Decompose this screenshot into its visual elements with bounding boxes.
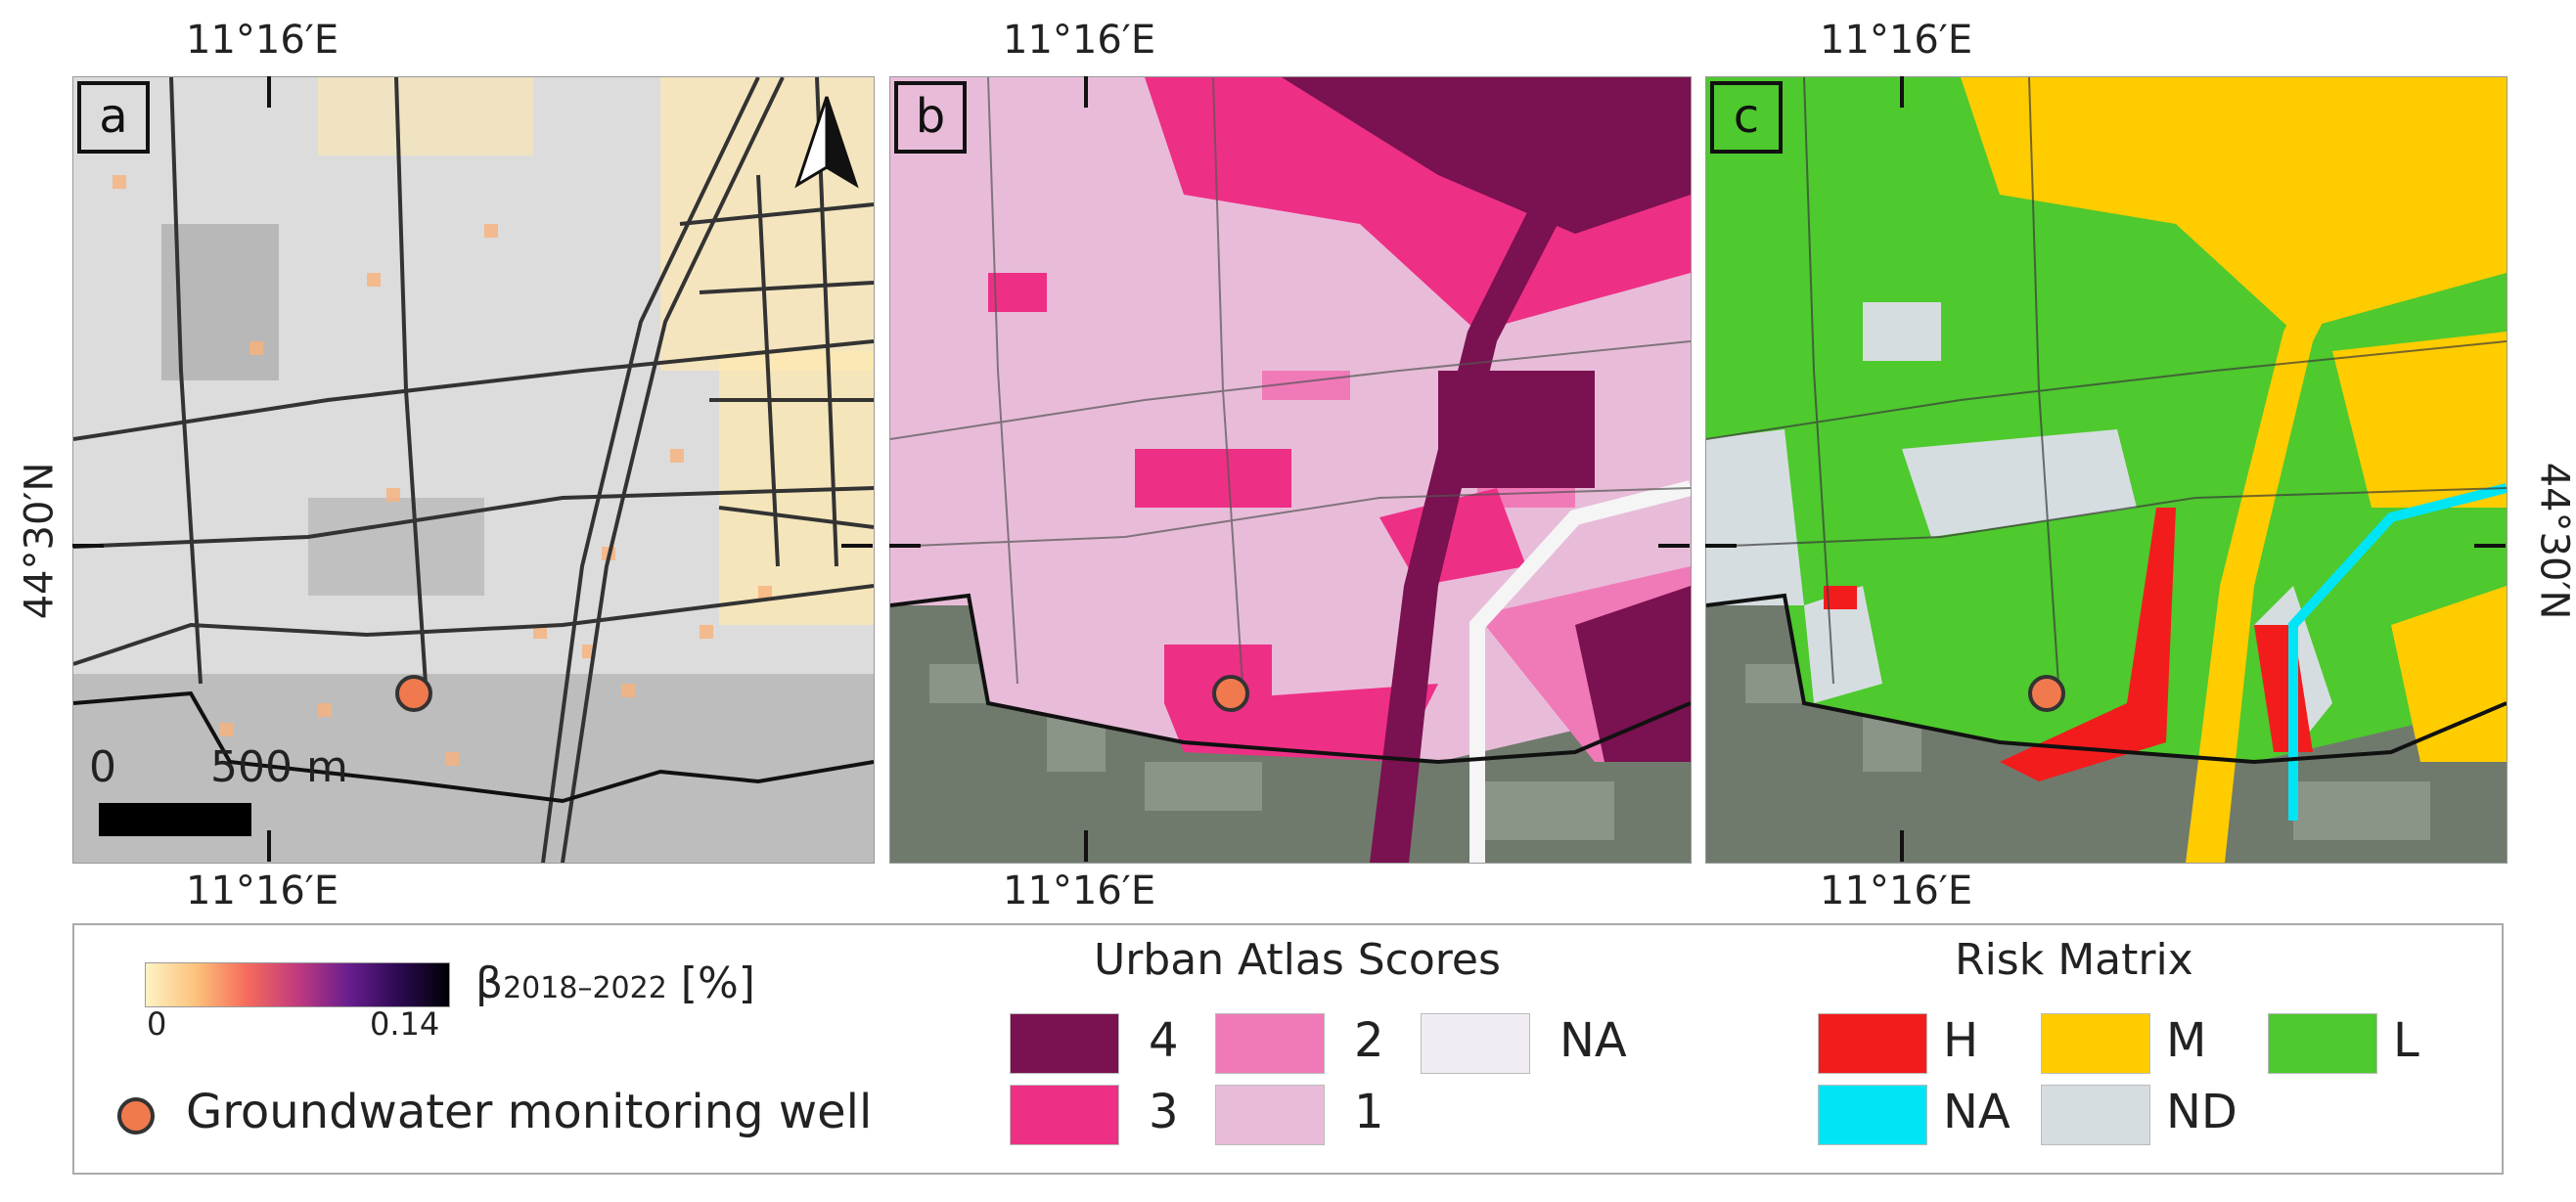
risk-swatch-m [2041, 1013, 2150, 1074]
scalebar-end-label: 500 m [210, 742, 348, 792]
risk-label-m: M [2166, 1013, 2207, 1068]
risk-swatch-nd [2041, 1085, 2150, 1145]
tick-bottom-a [267, 830, 271, 862]
scalebar-start-label: 0 [89, 742, 116, 792]
map-c-medium [1961, 77, 2507, 863]
ua-swatch-3 [1010, 1085, 1119, 1145]
lat-label-left: 44°30′N [17, 462, 63, 620]
panel-label-a: a [77, 81, 150, 154]
ua-label-4: 4 [1149, 1013, 1179, 1068]
groundwater-well-b [1212, 675, 1249, 712]
tick-top-b [1084, 76, 1088, 108]
risk-swatch-h [1818, 1013, 1927, 1074]
map-b-roads [890, 77, 1691, 685]
map-a-boundary [73, 690, 874, 804]
map-panel-a: a 0 500 m [72, 76, 875, 864]
beta-title: β2018–2022 [%] [475, 958, 755, 1008]
tick-left-b [889, 544, 921, 548]
map-b-score4 [1282, 77, 1691, 863]
tick-bottom-c [1900, 830, 1904, 862]
beta-min-label: 0 [147, 1005, 167, 1043]
urban-atlas-title: Urban Atlas Scores [1094, 935, 1501, 985]
map-a-roads [73, 77, 874, 863]
map-panel-b: b [889, 76, 1692, 864]
lon-label-top-a: 11°16′E [186, 18, 339, 63]
risk-label-h: H [1943, 1013, 1979, 1068]
map-c-na-river [2288, 483, 2507, 821]
tick-top-c [1900, 76, 1904, 108]
ua-swatch-1 [1215, 1085, 1325, 1145]
risk-label-na: NA [1943, 1085, 2011, 1139]
map-b-river [1469, 480, 1691, 863]
tick-left-a [72, 544, 104, 548]
tick-bottom-b [1084, 830, 1088, 862]
ua-label-1: 1 [1354, 1085, 1384, 1139]
tick-right-a [841, 544, 873, 548]
map-c-boundary [1706, 593, 2507, 765]
lon-label-top-b: 11°16′E [1003, 18, 1156, 63]
lon-label-bottom-b: 11°16′E [1003, 868, 1156, 913]
map-b-boundary [890, 593, 1691, 765]
ua-label-na: NA [1559, 1013, 1627, 1068]
lon-label-bottom-a: 11°16′E [186, 868, 339, 913]
tick-right-b [1658, 544, 1690, 548]
ua-label-3: 3 [1149, 1085, 1179, 1139]
tick-top-a [267, 76, 271, 108]
beta-symbol: β [475, 958, 504, 1008]
ua-swatch-na [1421, 1013, 1530, 1074]
risk-swatch-na [1818, 1085, 1927, 1145]
well-legend-label: Groundwater monitoring well [186, 1085, 873, 1139]
panel-label-c: c [1710, 81, 1783, 154]
beta-unit: [%] [680, 958, 755, 1008]
panel-label-b: b [894, 81, 967, 154]
beta-max-label: 0.14 [370, 1005, 440, 1043]
lon-label-top-c: 11°16′E [1820, 18, 1973, 63]
map-c-satellite-texture [1745, 664, 2430, 840]
beta-subscript: 2018–2022 [503, 971, 667, 1005]
map-c-roads [1706, 77, 2507, 685]
risk-matrix-title: Risk Matrix [1955, 935, 2193, 985]
legend-box: 0 0.14 β2018–2022 [%] Groundwater monito… [72, 923, 2504, 1175]
lat-label-right: 44°30′N [2531, 462, 2576, 620]
map-b-canvas [890, 77, 1691, 863]
beta-colorbar [145, 962, 450, 1007]
map-panel-c: c [1705, 76, 2508, 864]
map-a-built-area-n [318, 77, 533, 156]
ua-label-2: 2 [1354, 1013, 1384, 1068]
risk-label-l: L [2393, 1013, 2419, 1068]
scalebar [99, 803, 251, 836]
risk-swatch-l [2268, 1013, 2377, 1074]
ua-swatch-2 [1215, 1013, 1325, 1074]
map-b-satellite-texture [929, 664, 1614, 840]
lon-label-bottom-c: 11°16′E [1820, 868, 1973, 913]
tick-left-c [1705, 544, 1737, 548]
map-a-canvas [73, 77, 874, 863]
risk-label-nd: ND [2166, 1085, 2237, 1139]
well-legend-symbol [117, 1097, 155, 1135]
map-c-canvas [1706, 77, 2507, 863]
ua-swatch-4 [1010, 1013, 1119, 1074]
groundwater-well-c [2028, 675, 2065, 712]
tick-right-c [2474, 544, 2506, 548]
